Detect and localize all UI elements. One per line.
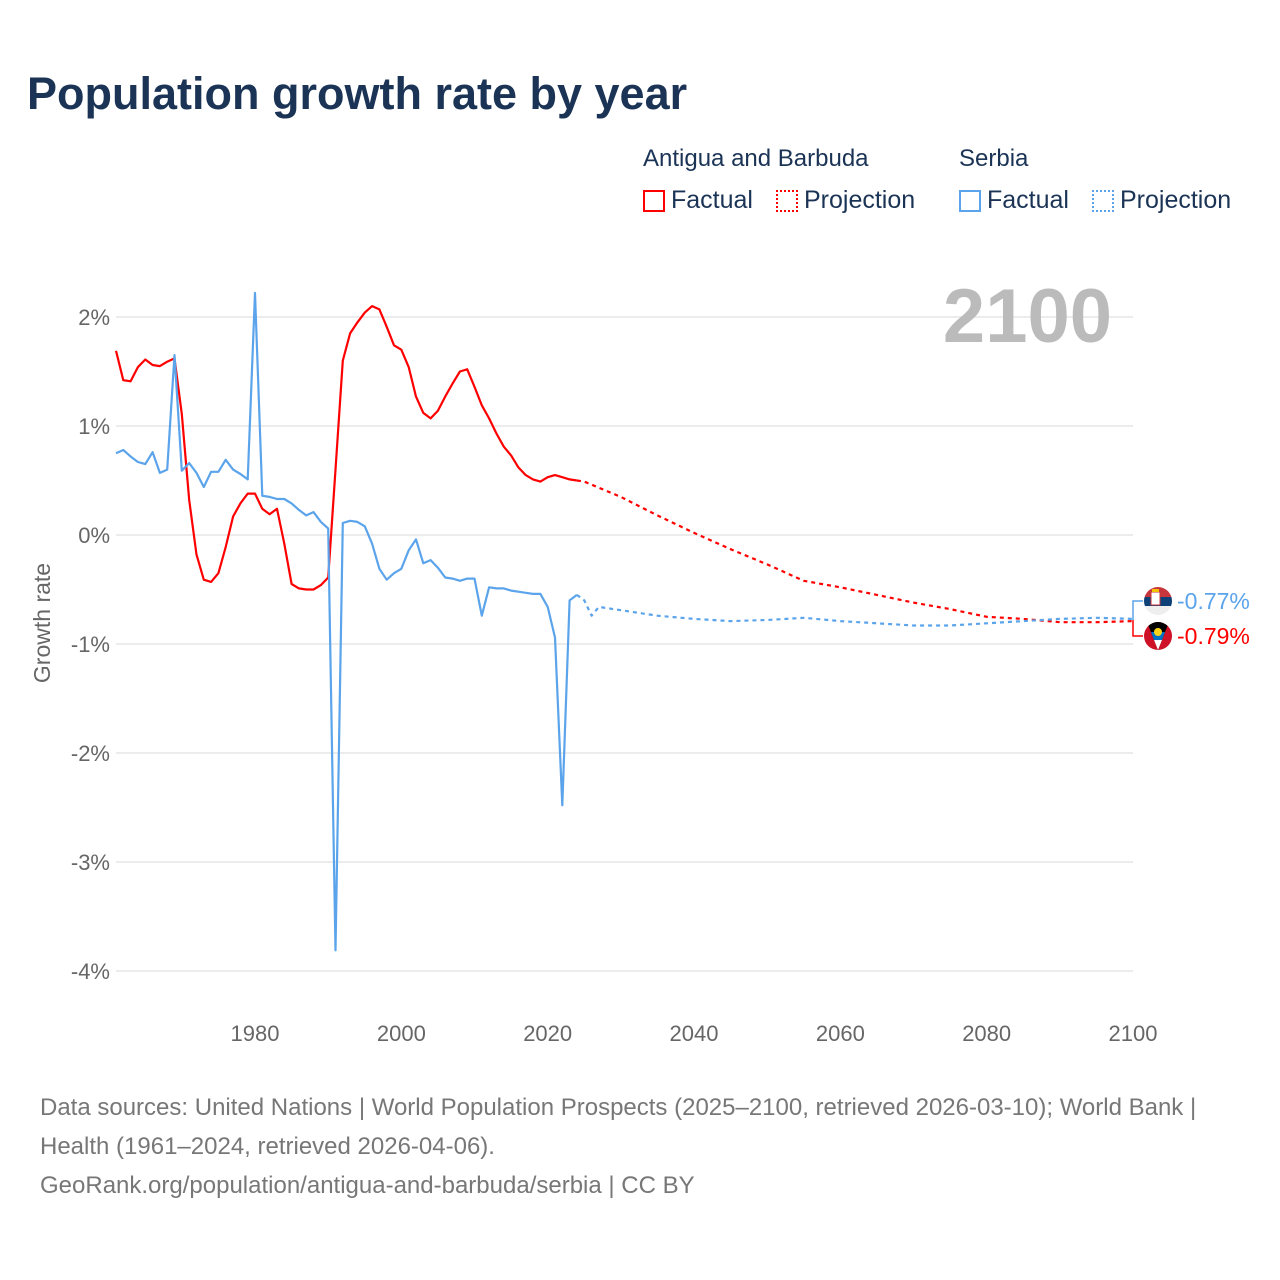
- antigua-flag-icon: [1144, 622, 1172, 650]
- chart-title: Population growth rate by year: [27, 68, 688, 119]
- legend-antigua-factual[interactable]: Factual: [643, 186, 753, 215]
- legend-label: Projection: [804, 186, 916, 214]
- x-tick-label: 2040: [670, 1021, 719, 1046]
- serbia-flag-icon: [1144, 587, 1172, 615]
- x-tick-label: 2000: [377, 1021, 426, 1046]
- y-tick-label: -2%: [71, 741, 110, 766]
- y-tick-label: 0%: [78, 523, 110, 548]
- antigua-and-barbuda-projection-line: [576, 479, 1134, 624]
- antigua-connector: [1132, 620, 1143, 637]
- chart-plot: 2% 1% 0% -1% -2% -3% -4% 1980 2000 2020 2040 2060 2…: [29, 274, 1250, 1046]
- x-tick-label: 2080: [962, 1021, 1011, 1046]
- x-tick-label: 2100: [1109, 1021, 1158, 1046]
- legend-group-antigua: Antigua and Barbuda: [643, 145, 869, 172]
- x-tick-label: 2020: [523, 1021, 572, 1046]
- year-label: 2100: [943, 274, 1112, 359]
- serbia-end-value: -0.77%: [1177, 588, 1250, 614]
- legend-group-serbia: Serbia: [959, 145, 1029, 172]
- y-tick-label: 1%: [78, 414, 110, 439]
- x-tick-label: 2060: [816, 1021, 865, 1046]
- solid-swatch-icon: [959, 189, 981, 212]
- y-tick-label: 2%: [78, 305, 110, 330]
- data-sources: Data sources: United Nations | World Pop…: [40, 1094, 1197, 1160]
- legend-serbia-factual[interactable]: Factual: [959, 186, 1069, 215]
- antigua-end-value: -0.79%: [1177, 623, 1250, 649]
- y-tick-label: -1%: [71, 632, 110, 657]
- dotted-swatch-icon: [1092, 189, 1114, 212]
- legend-serbia-projection[interactable]: Projection: [1092, 186, 1231, 215]
- legend-antigua-projection[interactable]: Projection: [776, 186, 915, 215]
- y-axis-label: Growth rate: [29, 563, 55, 683]
- attribution-link[interactable]: GeoRank.org/population/antigua-and-barbu…: [40, 1172, 695, 1199]
- legend-label: Factual: [671, 186, 753, 214]
- legend-label: Factual: [987, 186, 1069, 214]
- serbia-projection-line: [576, 594, 1134, 627]
- legend-label: Projection: [1120, 186, 1232, 214]
- serbia-factual-line: [115, 291, 578, 952]
- y-tick-label: -4%: [71, 959, 110, 984]
- x-tick-label: 1980: [231, 1021, 280, 1046]
- antigua-and-barbuda-factual-line: [114, 305, 578, 591]
- dotted-swatch-icon: [776, 189, 798, 212]
- source-notes: Data sources: United Nations | World Pop…: [40, 1088, 1240, 1205]
- solid-swatch-icon: [643, 189, 665, 212]
- y-tick-label: -3%: [71, 850, 110, 875]
- serbia-connector: [1132, 600, 1143, 620]
